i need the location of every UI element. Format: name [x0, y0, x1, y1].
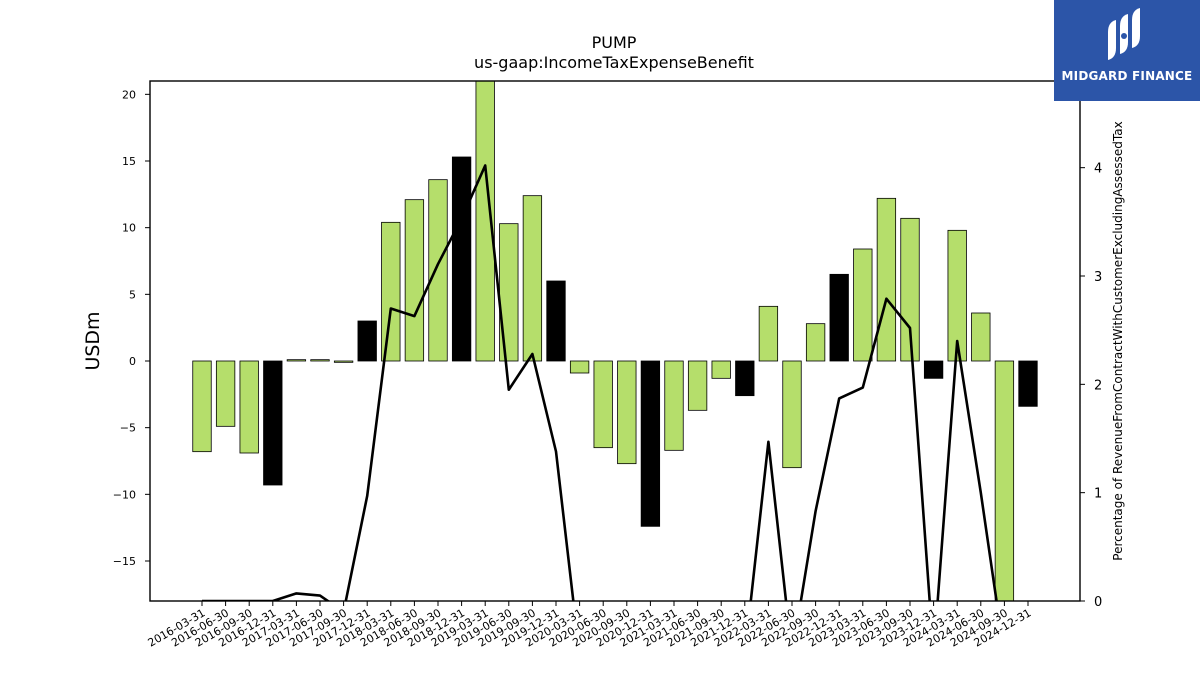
bar-2023-06-30	[876, 197, 897, 362]
chart-subtitle: us-gaap:IncomeTaxExpenseBenefit	[474, 53, 754, 72]
y-tick-label: 5	[129, 288, 136, 301]
bar-2020-12-31	[640, 360, 661, 527]
bar-2024-09-30	[994, 360, 1015, 602]
y2-tick-label: 3	[1094, 270, 1102, 285]
bar-2023-12-31	[923, 360, 944, 379]
percentage-line	[202, 164, 998, 601]
bar-2020-09-30	[617, 360, 637, 465]
plot-frame	[149, 80, 1081, 602]
plot-area: −15−10−505101520012342016-03-312016-06-3…	[113, 80, 1102, 650]
bar-2017-12-31	[357, 320, 377, 362]
y-tick-label: −5	[120, 422, 136, 435]
y-tick-label: 0	[129, 355, 136, 368]
y2-tick-label: 0	[1094, 595, 1102, 610]
y-axis-label: USDm	[82, 311, 104, 370]
y2-tick-label: 1	[1094, 487, 1102, 502]
bar-2016-09-30	[239, 360, 259, 454]
y-tick-label: 10	[122, 222, 136, 235]
logo-text: MIDGARD FINANCE	[1061, 69, 1193, 83]
bar-2017-09-30	[333, 360, 354, 363]
bar-2017-06-30	[310, 359, 330, 362]
y-tick-label: −10	[113, 488, 136, 501]
y-tick-label: 15	[122, 155, 136, 168]
bar-2016-12-31	[263, 360, 283, 486]
bar-2023-03-31	[853, 248, 873, 362]
y-tick-label: −15	[113, 555, 136, 568]
bar-2019-12-31	[546, 280, 566, 362]
y2-tick-label: 4	[1094, 162, 1102, 177]
bar-2022-09-30	[805, 323, 826, 362]
bar-2021-03-31	[664, 360, 684, 451]
bar-2022-12-31	[829, 273, 849, 362]
chart-title: PUMP	[592, 33, 637, 52]
y2-axis-label: Percentage of RevenueFromContractWithCus…	[1111, 121, 1125, 560]
y-tick-label: 20	[122, 88, 136, 101]
midgard-finance-logo: MIDGARD FINANCE	[1054, 0, 1200, 101]
bar-2018-06-30	[404, 199, 425, 362]
bar-2018-03-31	[381, 221, 401, 362]
midgard-logo-icon	[1108, 8, 1140, 60]
bar-2016-06-30	[215, 360, 236, 427]
bar-2018-09-30	[428, 179, 448, 362]
bar-2021-06-30	[687, 360, 708, 411]
bar-2018-12-31	[451, 156, 472, 362]
bar-2021-12-31	[735, 360, 755, 397]
bar-2024-06-30	[971, 312, 991, 362]
bar-2024-03-31	[947, 229, 967, 362]
bar-2022-03-31	[758, 305, 779, 362]
bar-2021-09-30	[711, 360, 731, 379]
bar-2020-06-30	[593, 360, 613, 449]
bar-2022-06-30	[782, 360, 802, 469]
bar-2023-09-30	[900, 217, 920, 362]
y2-tick-label: 2	[1094, 378, 1102, 393]
bar-2016-03-31	[192, 360, 212, 453]
bar-2019-09-30	[522, 195, 543, 362]
bar-2024-12-31	[1018, 360, 1038, 407]
bar-2017-03-31	[286, 359, 307, 362]
bar-2020-03-31	[569, 360, 590, 374]
